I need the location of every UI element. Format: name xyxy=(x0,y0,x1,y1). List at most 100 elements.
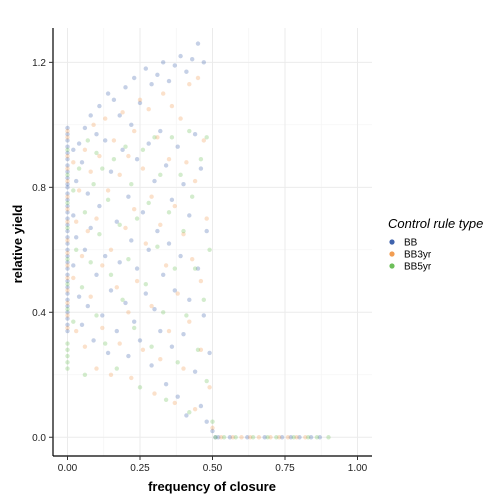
data-point-BB xyxy=(155,228,160,234)
data-point-BB3yr xyxy=(166,157,172,162)
data-point-BB3yr xyxy=(65,178,70,184)
data-point-BB3yr xyxy=(132,128,137,134)
data-point-BB5yr xyxy=(103,341,108,346)
data-point-BB xyxy=(297,435,302,440)
data-point-BB3yr xyxy=(82,344,88,349)
data-point-BB5yr xyxy=(195,347,201,352)
data-point-BB3yr xyxy=(65,275,70,281)
data-point-BB3yr xyxy=(65,313,70,318)
data-point-BB3yr xyxy=(198,347,204,352)
data-point-BB3yr xyxy=(100,325,105,331)
data-point-BB xyxy=(187,213,192,218)
data-point-BB xyxy=(65,235,70,240)
data-point-BB5yr xyxy=(149,344,154,349)
data-point-BB xyxy=(120,147,125,153)
data-point-BB xyxy=(65,297,70,302)
data-point-BB xyxy=(65,322,70,327)
x-tick-label: 1.00 xyxy=(348,463,368,474)
data-point-BB5yr xyxy=(158,172,163,178)
data-point-BB xyxy=(166,78,172,84)
data-point-BB3yr xyxy=(248,435,253,440)
y-tick-label: 0.0 xyxy=(32,433,46,444)
data-point-BB xyxy=(163,163,169,168)
data-point-BB xyxy=(161,60,166,65)
data-point-BB xyxy=(65,303,70,309)
data-point-BB5yr xyxy=(326,435,331,440)
data-point-BB3yr xyxy=(192,406,198,412)
data-point-BB xyxy=(94,132,99,137)
data-point-BB3yr xyxy=(163,263,169,268)
x-axis-ticks: 0.00 0.25 0.50 0.75 1.00 xyxy=(58,456,368,474)
data-point-BB3yr xyxy=(190,256,195,262)
y-tick-label: 0.8 xyxy=(32,183,46,194)
data-point-BB3yr xyxy=(303,435,308,440)
data-point-BB5yr xyxy=(175,360,180,365)
data-point-BB3yr xyxy=(100,263,105,268)
data-point-BB5yr xyxy=(85,138,91,143)
data-point-BB5yr xyxy=(250,435,256,440)
legend-key-BB xyxy=(389,239,395,245)
data-point-BB5yr xyxy=(108,272,114,277)
data-point-BB5yr xyxy=(204,378,209,384)
data-point-BB3yr xyxy=(65,263,70,268)
data-point-BB3yr xyxy=(210,425,215,431)
data-point-BB3yr xyxy=(195,75,201,81)
data-points xyxy=(65,41,331,440)
data-point-BB3yr xyxy=(126,310,131,315)
grid-lines xyxy=(53,28,372,456)
data-point-BB xyxy=(103,138,108,143)
data-point-BB xyxy=(169,197,175,203)
data-point-BB5yr xyxy=(88,260,93,265)
data-point-BB3yr xyxy=(146,107,151,112)
data-point-BB3yr xyxy=(172,203,177,209)
data-point-BB3yr xyxy=(158,356,163,362)
data-point-BB5yr xyxy=(111,157,117,162)
data-point-BB5yr xyxy=(143,281,148,287)
data-point-BB5yr xyxy=(172,266,177,271)
data-point-BB xyxy=(97,103,102,109)
data-point-BB xyxy=(117,113,122,118)
data-point-BB3yr xyxy=(181,231,186,237)
data-point-BB3yr xyxy=(126,153,131,159)
data-point-BB xyxy=(65,163,70,168)
data-point-BB3yr xyxy=(134,278,140,284)
data-point-BB xyxy=(65,125,70,131)
data-point-BB xyxy=(137,100,143,106)
data-point-BB xyxy=(195,41,201,46)
data-point-BB xyxy=(65,310,70,315)
data-point-BB3yr xyxy=(201,138,206,143)
data-point-BB xyxy=(279,435,285,440)
data-point-BB3yr xyxy=(166,328,172,334)
data-point-BB xyxy=(65,169,70,174)
data-point-BB5yr xyxy=(306,435,311,440)
data-point-BB xyxy=(201,60,206,65)
data-point-BB xyxy=(146,247,151,253)
x-tick-label: 0.00 xyxy=(58,463,78,474)
data-point-BB5yr xyxy=(94,313,99,318)
data-point-BB3yr xyxy=(158,222,163,228)
data-point-BB xyxy=(65,328,70,334)
data-point-BB3yr xyxy=(85,228,91,234)
data-point-BB3yr xyxy=(65,250,70,256)
data-point-BB5yr xyxy=(204,135,209,140)
data-point-BB xyxy=(158,328,163,334)
data-point-BB xyxy=(213,435,218,440)
data-point-BB3yr xyxy=(256,435,262,440)
data-point-BB xyxy=(91,338,96,343)
data-point-BB xyxy=(129,238,134,243)
y-axis-title: relative yield xyxy=(10,205,25,284)
data-point-BB xyxy=(65,285,70,290)
data-point-BB xyxy=(134,157,140,162)
data-point-BB5yr xyxy=(65,200,70,206)
data-point-BB xyxy=(288,435,293,440)
x-axis-title: frequency of closure xyxy=(148,479,276,494)
data-point-BB3yr xyxy=(114,285,120,290)
data-point-BB xyxy=(114,219,120,224)
data-point-BB3yr xyxy=(65,238,70,243)
data-point-BB5yr xyxy=(198,157,204,162)
data-point-BB xyxy=(195,266,201,271)
data-point-BB xyxy=(65,222,70,228)
data-point-BB xyxy=(65,197,70,203)
data-point-BB3yr xyxy=(155,135,160,140)
data-point-BB5yr xyxy=(71,319,76,324)
